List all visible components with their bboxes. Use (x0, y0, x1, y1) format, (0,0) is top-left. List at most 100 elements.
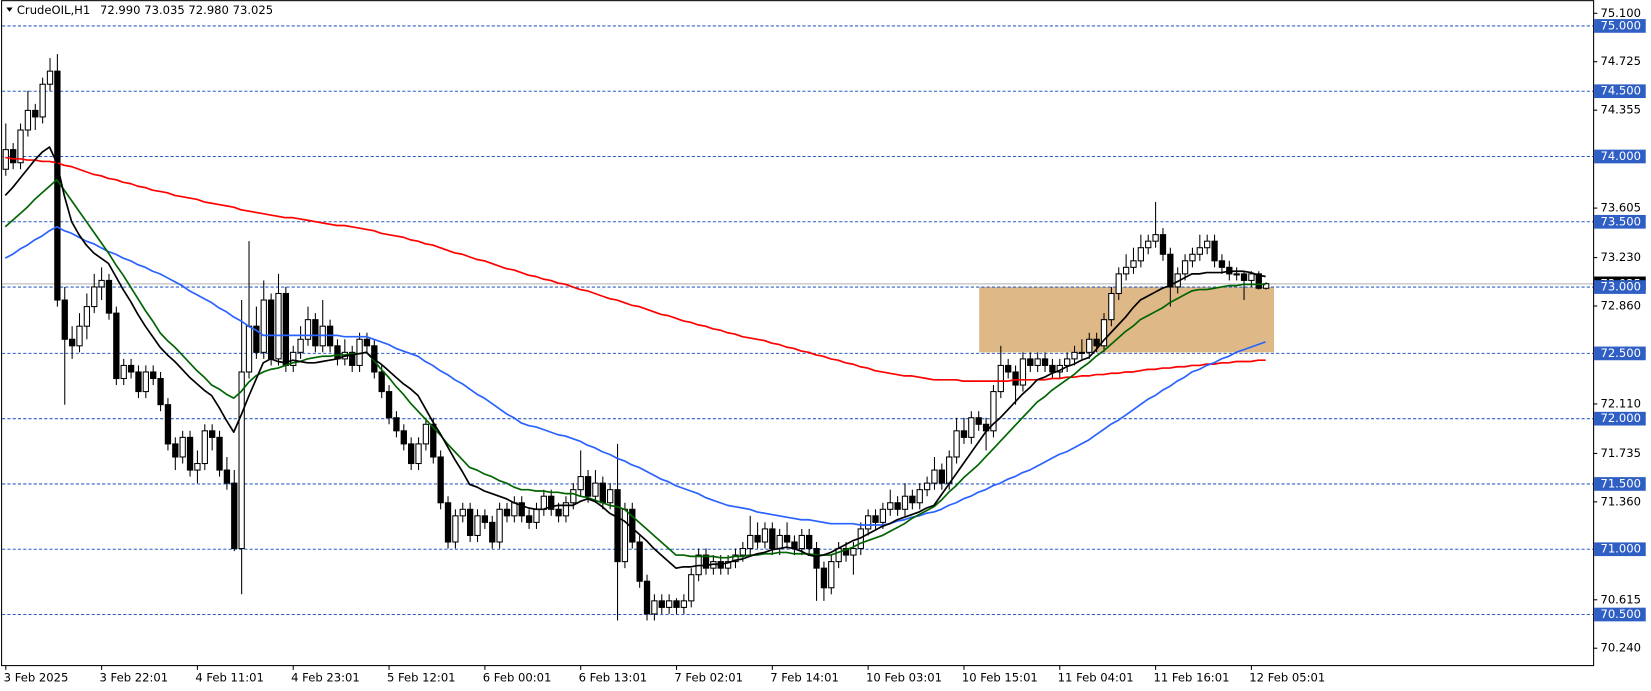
level-label: 73.500 (1600, 214, 1641, 228)
candle-body (216, 436, 223, 471)
candle-body (54, 70, 61, 301)
candle-body (393, 417, 400, 432)
candle-body (312, 319, 319, 347)
candle-body (164, 404, 172, 445)
candle-body (363, 338, 371, 347)
candle-body (525, 515, 533, 523)
ma-line (4, 225, 1266, 526)
candle-body (592, 482, 599, 497)
candle-body (1248, 273, 1255, 281)
candle-body (349, 351, 356, 366)
candle-body (1100, 319, 1108, 347)
candle-body (1005, 364, 1012, 373)
y-tick-label: 75.100 (1600, 6, 1641, 20)
candle-body (179, 436, 186, 458)
candle-body (923, 482, 931, 491)
menu-triangle (6, 7, 13, 12)
candle-body (1049, 364, 1056, 373)
level-box (1594, 477, 1646, 491)
zone (979, 286, 1275, 353)
chart-title: CrudeOIL,H1 (17, 3, 90, 17)
candle-body (828, 561, 835, 589)
candle-body (968, 417, 975, 438)
candle-body (68, 338, 76, 347)
candle-body (747, 534, 754, 550)
x-tick-label: 7 Feb 14:01 (770, 671, 839, 685)
candle-body (238, 371, 245, 550)
candle-body (739, 548, 747, 556)
level-label: 74.500 (1600, 84, 1641, 98)
candle-body (1204, 240, 1211, 249)
candle-body (820, 567, 828, 589)
candle-body (887, 502, 894, 510)
candle-body (400, 430, 407, 445)
candle-body (201, 430, 208, 465)
candle-body (24, 109, 32, 131)
candle-body (1063, 358, 1071, 366)
candle-body (503, 508, 511, 517)
x-tick-label: 10 Feb 03:01 (866, 671, 942, 685)
candle-body (260, 299, 267, 353)
candle-body (466, 508, 474, 536)
candle-body (1027, 358, 1034, 366)
candle-body (46, 70, 54, 85)
level-label: 70.500 (1600, 607, 1641, 621)
candle-body (194, 462, 201, 471)
ma-line (5, 156, 1266, 382)
candle-body (761, 528, 769, 543)
candle-body (975, 417, 982, 425)
candle-body (76, 325, 83, 347)
candle-body (584, 476, 592, 497)
candle-body (938, 469, 946, 484)
candle-body (842, 548, 850, 556)
candle-body (290, 351, 297, 366)
candle-body (732, 554, 739, 563)
x-tick-label: 4 Feb 23:01 (291, 671, 360, 685)
candle-body (474, 515, 481, 536)
candle-body (1196, 247, 1203, 255)
candle-body (901, 495, 909, 510)
y-tick-label: 74.355 (1600, 103, 1641, 117)
candle-body (1137, 247, 1145, 262)
x-tick-label: 11 Feb 04:01 (1058, 671, 1134, 685)
y-tick-label: 71.360 (1600, 494, 1641, 508)
candle-body (1078, 351, 1086, 354)
plot-frame (1, 0, 1595, 667)
candle-body (621, 508, 629, 563)
candle-body (83, 306, 91, 327)
candle-body (953, 430, 960, 458)
candle-body (489, 521, 496, 543)
candle-body (98, 279, 105, 288)
level-box (1594, 84, 1646, 99)
candle-body (702, 554, 710, 569)
candle-body (1012, 371, 1019, 386)
candle-body (931, 469, 938, 484)
candle-body (1152, 234, 1159, 242)
candle-body (555, 508, 562, 517)
candle-body (570, 489, 577, 504)
candle-body (1086, 338, 1093, 353)
ohlc-label: 72.990 73.035 72.980 73.025 (100, 3, 273, 17)
x-tick-label: 4 Feb 11:01 (195, 671, 264, 685)
level-label: 75.000 (1600, 18, 1641, 32)
y-tick-label: 74.725 (1600, 54, 1641, 68)
candle-body (850, 548, 857, 556)
candle-body (1218, 260, 1226, 268)
level-box (1594, 607, 1646, 622)
candle-body (643, 580, 651, 615)
candle-body (408, 443, 415, 465)
y-tick-label: 72.860 (1600, 299, 1641, 313)
x-tick-label: 11 Feb 16:01 (1153, 671, 1229, 685)
level-box (1594, 214, 1646, 229)
candle-body (334, 345, 341, 360)
y-tick-label: 73.605 (1600, 201, 1641, 215)
x-tick-label: 12 Feb 05:01 (1249, 671, 1325, 685)
x-tick-label: 7 Feb 02:01 (674, 671, 743, 685)
y-tick-label: 70.615 (1600, 592, 1641, 606)
candle-body (665, 600, 673, 608)
candle-body (577, 476, 584, 491)
candle-body (1115, 273, 1122, 295)
